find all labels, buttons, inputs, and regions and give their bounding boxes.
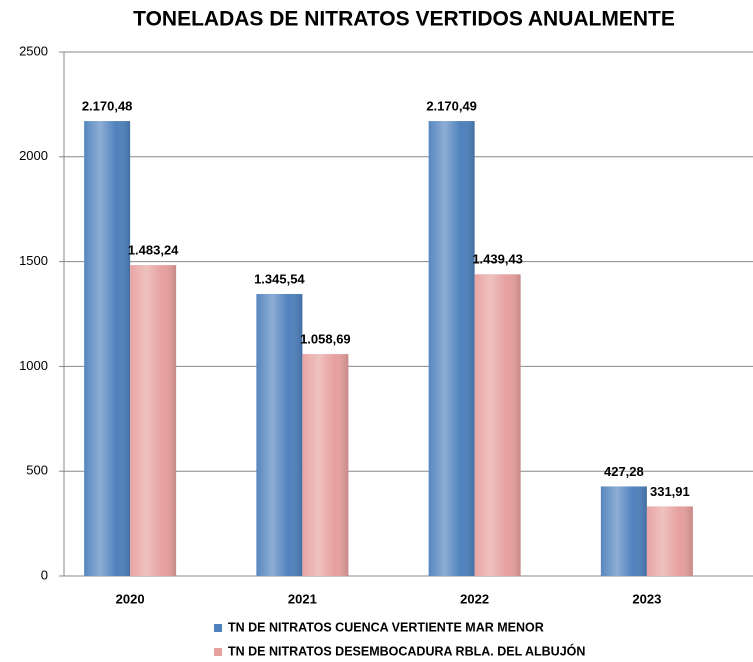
- x-tick-label: 2022: [460, 591, 489, 606]
- value-label: 427,28: [604, 464, 644, 479]
- x-tick-label: 2023: [632, 591, 661, 606]
- value-label: 1.483,24: [128, 243, 179, 258]
- y-tick-label: 0: [41, 567, 48, 582]
- bar: [130, 265, 177, 576]
- legend-label: TN DE NITRATOS DESEMBOCADURA RBLA. DEL A…: [228, 643, 585, 658]
- value-label: 1.058,69: [300, 332, 351, 347]
- legend-label: TN DE NITRATOS CUENCA VERTIENTE MAR MENO…: [228, 620, 544, 634]
- legend-swatch: [214, 624, 222, 632]
- bar: [84, 121, 131, 577]
- value-label: 1.439,43: [472, 252, 523, 267]
- y-tick-label: 2500: [19, 43, 48, 58]
- value-label: 1.345,54: [254, 271, 305, 286]
- x-tick-label: 2021: [288, 591, 317, 606]
- bar: [302, 354, 349, 576]
- value-label: 2.170,48: [82, 99, 133, 114]
- bar: [646, 506, 693, 576]
- value-label: 331,91: [650, 484, 690, 499]
- x-tick-label: 2020: [116, 591, 145, 606]
- bar: [600, 486, 647, 576]
- legend-swatch: [214, 648, 222, 656]
- y-tick-label: 1000: [19, 358, 48, 373]
- bar: [474, 274, 521, 576]
- bar: [428, 121, 475, 576]
- y-tick-label: 2000: [19, 148, 48, 163]
- y-tick-label: 1500: [19, 253, 48, 268]
- value-label: 2.170,49: [426, 99, 477, 114]
- y-tick-label: 500: [26, 463, 48, 478]
- chart-title: TONELADAS DE NITRATOS VERTIDOS ANUALMENT…: [133, 8, 675, 31]
- bar: [256, 293, 303, 576]
